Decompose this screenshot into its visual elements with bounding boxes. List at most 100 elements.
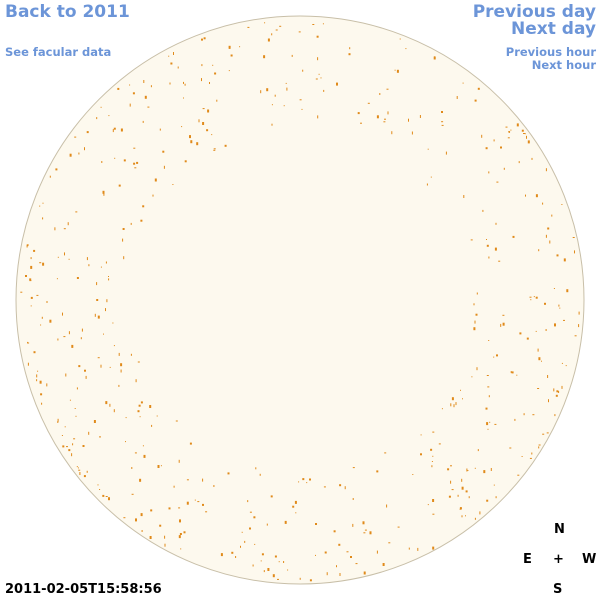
facula-speck [73, 438, 76, 440]
facula-speck [486, 499, 489, 502]
facula-speck [117, 87, 120, 90]
facula-speck [279, 25, 282, 27]
facula-speck [229, 47, 231, 49]
facula-speck [260, 560, 262, 562]
facula-speck [350, 556, 352, 558]
facula-speck [441, 121, 444, 123]
facula-speck [510, 371, 512, 374]
facula-speck [247, 26, 250, 28]
facula-speck [140, 513, 143, 517]
next-hour-link[interactable]: Next hour [531, 58, 596, 72]
facula-speck [537, 348, 539, 352]
facula-speck [40, 393, 43, 396]
facula-speck [505, 126, 508, 128]
facula-speck [548, 399, 549, 403]
facula-speck [301, 108, 303, 110]
facula-speck [74, 136, 77, 138]
see-facular-data-link[interactable]: See facular data [5, 45, 112, 59]
next-day-link[interactable]: Next day [511, 19, 596, 39]
facula-speck [537, 388, 540, 389]
compass-west: W [582, 552, 597, 567]
facula-speck [488, 340, 490, 341]
back-to-year-link[interactable]: Back to 2011 [5, 2, 130, 22]
facula-speck [88, 264, 90, 267]
facula-speck [267, 38, 270, 42]
facula-speck [201, 78, 202, 82]
facula-speck [97, 315, 100, 319]
facula-speck [502, 322, 505, 326]
facula-speck [527, 140, 530, 144]
facula-speck [493, 139, 495, 142]
facula-speck [213, 485, 215, 487]
facula-speck [298, 31, 301, 33]
facula-speck [125, 441, 126, 443]
facula-speck [396, 69, 399, 73]
facula-speck [170, 62, 173, 65]
facula-speck [453, 404, 455, 408]
facula-speck [103, 333, 104, 335]
facula-speck [507, 137, 510, 139]
facula-speck [214, 72, 217, 75]
facula-speck [547, 375, 549, 378]
facula-speck [249, 511, 252, 513]
facula-speck [494, 247, 497, 251]
facula-speck [538, 446, 540, 449]
previous-hour-link[interactable]: Previous hour [505, 45, 596, 59]
facula-speck [470, 239, 473, 241]
facula-speck [173, 485, 175, 488]
facula-speck [554, 323, 556, 327]
facula-speck [143, 80, 145, 83]
facula-speck [322, 23, 324, 25]
facula-speck [83, 475, 86, 478]
facula-speck [523, 413, 525, 416]
previous-day-link[interactable]: Previous day [472, 2, 596, 22]
facula-speck [79, 472, 81, 475]
facula-speck [84, 147, 85, 151]
facula-speck [86, 131, 89, 134]
facula-speck [283, 561, 285, 563]
facula-speck [212, 64, 214, 66]
facula-speck [72, 443, 74, 446]
facula-speck [532, 414, 535, 416]
facula-speck [483, 470, 486, 474]
facula-speck [227, 472, 230, 475]
facula-speck [526, 135, 527, 139]
facula-speck [500, 323, 502, 327]
facula-speck [144, 95, 147, 99]
facula-speck [460, 389, 461, 391]
facula-speck [141, 530, 143, 532]
facula-speck [432, 546, 435, 550]
facula-speck [205, 511, 208, 513]
facula-speck [503, 167, 505, 170]
facula-speck [175, 420, 178, 422]
facula-speck [376, 550, 378, 554]
facula-speck [30, 305, 32, 307]
facula-speck [430, 176, 432, 178]
facula-speck [531, 157, 533, 160]
facula-speck [271, 33, 273, 36]
facula-speck [474, 99, 477, 102]
facula-speck [178, 507, 181, 509]
facula-speck [20, 291, 23, 293]
facula-speck [461, 515, 463, 518]
facula-speck [270, 495, 273, 498]
facula-speck [183, 97, 184, 99]
compass-south: S [553, 582, 563, 597]
facula-speck [448, 495, 451, 498]
facula-speck [57, 256, 59, 258]
facula-speck [266, 523, 268, 526]
facula-speck [130, 222, 132, 225]
facula-speck [184, 83, 186, 86]
facula-speck [33, 249, 36, 252]
facula-speck [433, 56, 436, 60]
facula-speck [556, 254, 559, 257]
facula-speck [489, 421, 491, 423]
facula-speck [525, 194, 526, 197]
facula-speck [249, 527, 251, 530]
facula-speck [57, 421, 59, 423]
facula-speck [57, 338, 59, 341]
facula-speck [61, 435, 63, 436]
facula-speck [56, 278, 58, 280]
facula-speck [118, 384, 120, 387]
facula-speck [462, 82, 464, 84]
